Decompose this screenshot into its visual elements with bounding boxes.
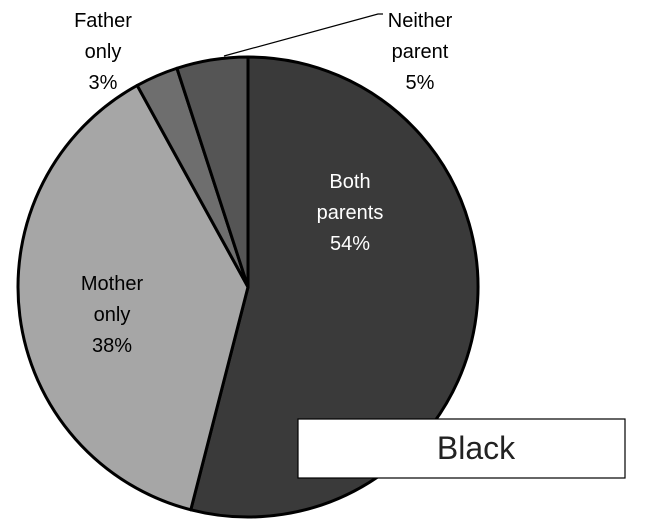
group-label-box: Black [297, 418, 626, 479]
pie-slice-both-parents [189, 55, 480, 519]
leader-lines [223, 13, 383, 57]
leader-line-neither-parent [223, 13, 383, 57]
slice-label-neither-parent: Neither parent 5% [388, 10, 453, 94]
slice-label-both-parents: Both parents 54% [317, 171, 384, 255]
pie-slice-mother-only [16, 83, 250, 512]
slice-label-mother-only: Mother only 38% [81, 273, 144, 357]
group-label: Black [437, 430, 516, 466]
pie-slices [16, 55, 480, 519]
pie-slice-neither-parent [175, 55, 250, 289]
slice-label-father-only: Father only 3% [74, 10, 132, 94]
slice-labels: Both parents 54% Mother only 38% Father only 3% N… [74, 10, 452, 357]
